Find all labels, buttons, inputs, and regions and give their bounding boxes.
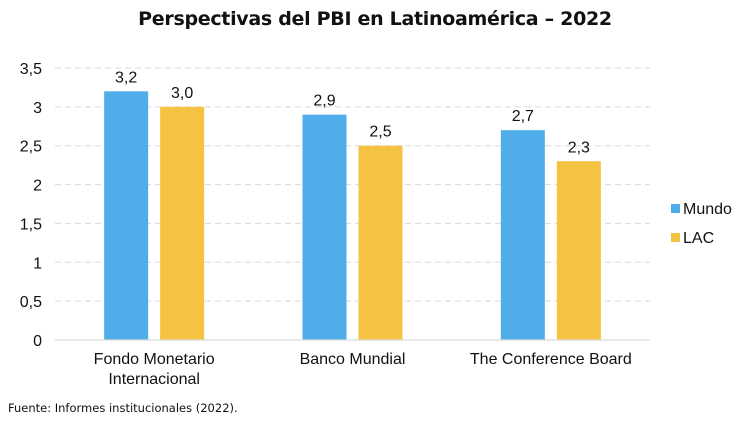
legend-swatch-lac xyxy=(671,233,680,242)
legend-swatch-mundo xyxy=(671,204,680,213)
bar-lac xyxy=(160,106,205,340)
legend: Mundo LAC xyxy=(671,201,732,247)
gridlines xyxy=(55,67,650,302)
x-category-label: Fondo Monetario xyxy=(94,351,215,368)
legend-label-mundo: Mundo xyxy=(683,201,732,218)
data-label: 2,5 xyxy=(369,124,391,141)
data-labels: 3,2 3,0 2,9 2,5 2,7 2,3 xyxy=(115,69,590,156)
y-tick-label: 2 xyxy=(33,178,42,195)
y-tick-label: 1 xyxy=(33,255,42,272)
bar-lac xyxy=(556,161,601,340)
data-label: 3,2 xyxy=(115,69,137,86)
chart-title: Perspectivas del PBI en Latinoamérica – … xyxy=(138,8,612,30)
x-category-label: Banco Mundial xyxy=(300,351,406,368)
x-axis-categories: Fondo Monetario Internacional Banco Mundia… xyxy=(94,351,632,388)
x-category-label: Internacional xyxy=(108,371,200,388)
data-label: 2,9 xyxy=(313,93,335,110)
data-label: 2,3 xyxy=(568,139,590,156)
bar-mundo xyxy=(302,114,347,340)
bar-lac xyxy=(358,145,403,340)
y-axis-ticks: 0 0,5 1 1,5 2 2,5 3 3,5 xyxy=(20,61,42,350)
y-tick-label: 3 xyxy=(33,100,42,117)
y-tick-label: 2,5 xyxy=(20,139,42,156)
legend-label-lac: LAC xyxy=(683,230,714,247)
data-label: 3,0 xyxy=(171,85,193,102)
y-tick-label: 3,5 xyxy=(20,61,42,78)
bar-mundo xyxy=(500,130,545,340)
y-tick-label: 0 xyxy=(33,333,42,350)
x-category-label: The Conference Board xyxy=(470,351,632,368)
bar-mundo xyxy=(104,91,149,340)
y-tick-label: 0,5 xyxy=(20,294,42,311)
bars xyxy=(104,91,601,340)
data-label: 2,7 xyxy=(512,108,534,125)
source-note: Fuente: Informes institucionales (2022). xyxy=(8,401,238,415)
y-tick-label: 1,5 xyxy=(20,216,42,233)
